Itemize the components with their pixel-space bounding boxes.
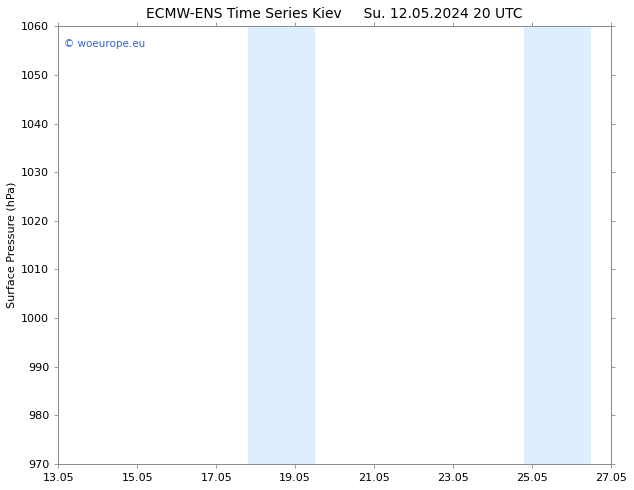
Y-axis label: Surface Pressure (hPa): Surface Pressure (hPa) — [7, 182, 17, 308]
Title: ECMW-ENS Time Series Kiev     Su. 12.05.2024 20 UTC: ECMW-ENS Time Series Kiev Su. 12.05.2024… — [146, 7, 523, 21]
Text: © woeurope.eu: © woeurope.eu — [64, 39, 145, 49]
Bar — [248, 26, 315, 464]
Bar — [524, 26, 592, 464]
